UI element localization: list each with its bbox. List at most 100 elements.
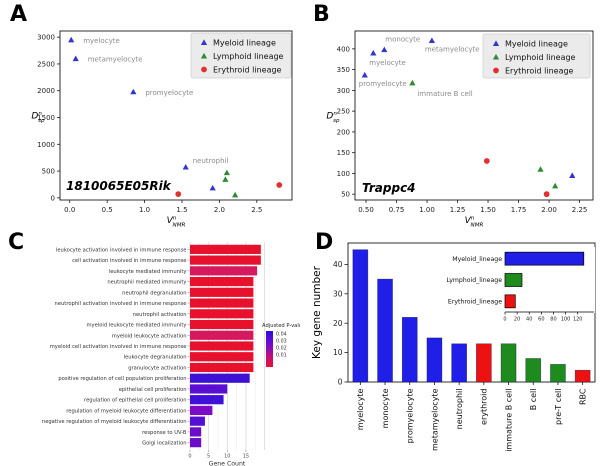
inset-x-tick-label: 100 <box>561 317 571 323</box>
bar <box>190 319 254 330</box>
panel-b-scatter-chart: 0.50 0.75 1.00 1.25 1.50 1.75 2.00 2.25 50 100 150… <box>326 30 594 228</box>
point-label: promyelocyte <box>359 80 407 88</box>
axis-math-label: Dn sp <box>326 111 340 124</box>
panel-d-letter: D <box>315 230 334 255</box>
bar <box>426 337 443 383</box>
y-tick-label: 0 <box>338 378 343 387</box>
marker-circle <box>543 191 550 198</box>
panel-b: B 0.50 0.75 1.00 1.25 1.50 1.75 2.00 2.25 50 100 1… <box>300 0 600 230</box>
y-tick-label: 30 <box>333 289 343 298</box>
category-label: negative regulation of myeloid leukocyte… <box>42 419 187 425</box>
category-label: monocyte <box>381 388 390 428</box>
marker-triangle <box>72 55 79 62</box>
bar <box>190 416 205 426</box>
category-label: myelocyte <box>356 388 365 430</box>
bar <box>190 330 254 340</box>
y-tick-label: 3000 <box>37 34 55 42</box>
bar <box>190 384 228 394</box>
axis-math-label: Vn NMR <box>167 215 186 228</box>
marker-triangle <box>361 71 368 78</box>
y-tick-label: 2500 <box>37 60 55 68</box>
legend-tick-label: 0.01 <box>276 353 287 359</box>
point-label: myelocyte <box>369 59 406 67</box>
category-label: cell activation involved in immune respo… <box>72 258 186 264</box>
category-label: B cell <box>529 389 538 411</box>
point-label: myelocyte <box>83 37 120 45</box>
legend-tick-label: 0.02 <box>276 346 287 352</box>
category-label: pre-T cell <box>554 389 563 425</box>
x-tick-label: 0 <box>188 454 191 460</box>
category-label: myeloid cell activation involved in immu… <box>50 344 187 350</box>
marker-triangle <box>222 176 229 182</box>
bar <box>190 362 254 373</box>
x-tick-label: 2.0 <box>214 206 225 214</box>
category-label: promyelocyte <box>406 388 415 443</box>
marker-triangle <box>130 88 137 95</box>
bar <box>190 298 254 308</box>
point-label: metamyelocyte <box>88 56 143 64</box>
bar <box>377 278 393 383</box>
bar <box>190 266 258 276</box>
category-label: immature B cell <box>504 389 513 452</box>
bar <box>190 352 254 362</box>
x-tick-label: 1.25 <box>450 206 466 214</box>
marker-triangle <box>68 36 75 43</box>
point-label: monocyte <box>385 36 420 44</box>
x-tick-label: 15 <box>243 454 249 460</box>
x-tick-label: 0.50 <box>358 206 374 214</box>
legend-label: Erythroid lineage <box>213 66 282 75</box>
legend-label: Myeloid lineage <box>505 40 568 49</box>
panel-c-barh-chart: leukocyte activation involved in immune … <box>42 242 300 466</box>
x-tick-label: 0.5 <box>102 206 113 214</box>
inset-bar <box>504 294 516 309</box>
panel-b-letter: B <box>313 2 330 27</box>
bar <box>190 395 224 405</box>
x-tick-label: 2.00 <box>541 206 557 214</box>
gene-title: Trappc4 <box>362 181 416 195</box>
category-label: regulation of epithelial cell proliferat… <box>84 398 186 404</box>
category-label: leukocyte mediated immunity <box>109 269 187 275</box>
panel-c-letter: C <box>8 230 25 255</box>
bar <box>401 317 418 383</box>
inset-x-tick-label: 0 <box>503 317 506 323</box>
x-tick-label: 0.0 <box>64 206 75 214</box>
marker-triangle <box>182 163 189 170</box>
marker-triangle <box>200 52 208 59</box>
category-label: regulation of myeloid leukocyte differen… <box>66 408 186 414</box>
bar <box>451 343 467 383</box>
y-tick-label: 300 <box>337 87 350 95</box>
gene-title: 1810065E05Rik <box>66 179 172 193</box>
category-label: myeloid leukocyte activation <box>112 333 187 339</box>
axis-math-label: Dn sp <box>31 111 45 124</box>
category-label: neutrophil mediated immunity <box>107 280 186 286</box>
legend-tick-label: 0.04 <box>276 332 287 338</box>
axis-math-label: Vn NMR <box>465 215 484 228</box>
marker-triangle <box>200 39 208 45</box>
legend-label: Myeloid lineage <box>213 39 276 48</box>
x-tick-label: 1.50 <box>480 206 496 214</box>
y-tick-label: 400 <box>337 45 350 53</box>
x-tick-label: 0.75 <box>389 206 405 214</box>
y-tick-label: 0 <box>51 194 55 202</box>
y-tick-label: 2000 <box>37 87 55 95</box>
marker-circle <box>276 182 283 188</box>
bar <box>525 358 542 383</box>
panel-a-scatter-chart: 0.0 0.5 1.0 1.5 2.0 2.5 0 500 1000 1500 2000 2500 30… <box>31 30 293 228</box>
x-tick-label: 1.00 <box>419 206 435 214</box>
inset-bar <box>504 273 523 287</box>
bar <box>190 255 261 265</box>
marker-triangle <box>209 184 216 191</box>
category-label: epithelial cell proliferation <box>119 387 187 393</box>
bar <box>190 405 213 416</box>
x-tick-label: 10 <box>224 454 230 460</box>
category-label: response to UV-B <box>142 430 187 436</box>
x-tick-label: 2.5 <box>251 206 262 214</box>
category-label: neutrophil <box>455 389 464 430</box>
inset-category-label: Lymphoid_lineage <box>446 277 502 284</box>
category-label: metamyelocyte <box>430 388 439 451</box>
inset-category-label: Erythroid_lineage <box>448 299 502 306</box>
inset-x-tick-label: 40 <box>526 317 532 323</box>
marker-triangle <box>232 191 239 198</box>
point-label: metamyelocyte <box>425 46 480 54</box>
bar <box>476 343 492 383</box>
